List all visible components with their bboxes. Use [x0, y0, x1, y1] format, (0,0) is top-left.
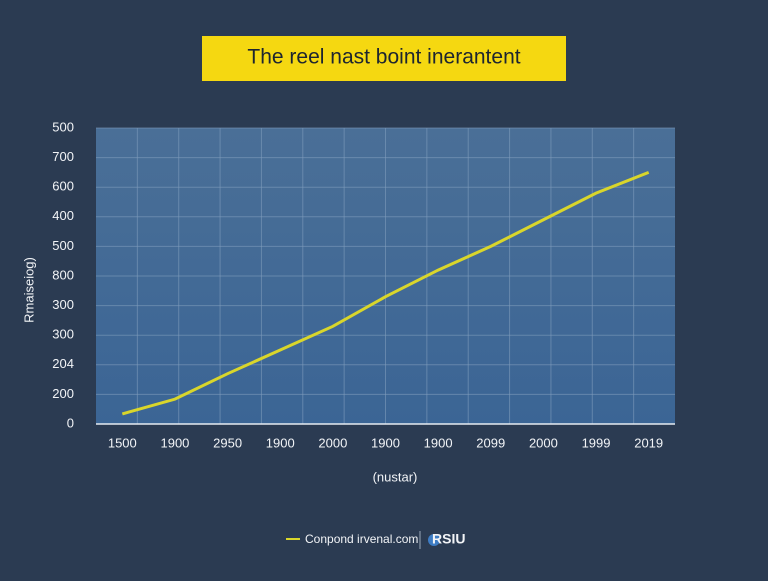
y-tick-label: 600	[52, 179, 74, 194]
y-tick-label: 300	[52, 327, 74, 342]
x-tick-label: 2099	[476, 435, 505, 450]
x-tick-label: 1500	[108, 435, 137, 450]
brand-icon	[428, 534, 440, 546]
x-tick-label: 2950	[213, 435, 242, 450]
x-tick-label: 2019	[634, 435, 663, 450]
x-tick-label: 2000	[318, 435, 347, 450]
x-tick-label: 1900	[160, 435, 189, 450]
y-tick-label: 500	[52, 119, 74, 134]
y-tick-label: 400	[52, 208, 74, 223]
legend-label: Conpond irvenal.com	[305, 532, 418, 546]
y-tick-label: 500	[52, 238, 74, 253]
chart-title: The reel nast boint inerantent	[247, 46, 520, 69]
x-tick-label: 1900	[424, 435, 453, 450]
y-tick-label: 200	[52, 386, 74, 401]
x-tick-label: 1900	[266, 435, 295, 450]
data-line	[121, 171, 650, 416]
y-tick-label: 204	[52, 356, 74, 371]
x-tick-label: 1999	[582, 435, 611, 450]
x-tick-label: 2000	[529, 435, 558, 450]
y-tick-label: 0	[67, 415, 74, 430]
x-tick-label: 1900	[371, 435, 400, 450]
y-tick-label: 700	[52, 149, 74, 164]
brand: RSIU	[432, 531, 465, 547]
x-axis-label: (nustar)	[373, 469, 418, 484]
title-box	[202, 36, 566, 81]
y-tick-label: 300	[52, 297, 74, 312]
y-tick-label: 800	[52, 267, 74, 282]
y-axis-label: Rmaiseiog)	[21, 257, 36, 323]
